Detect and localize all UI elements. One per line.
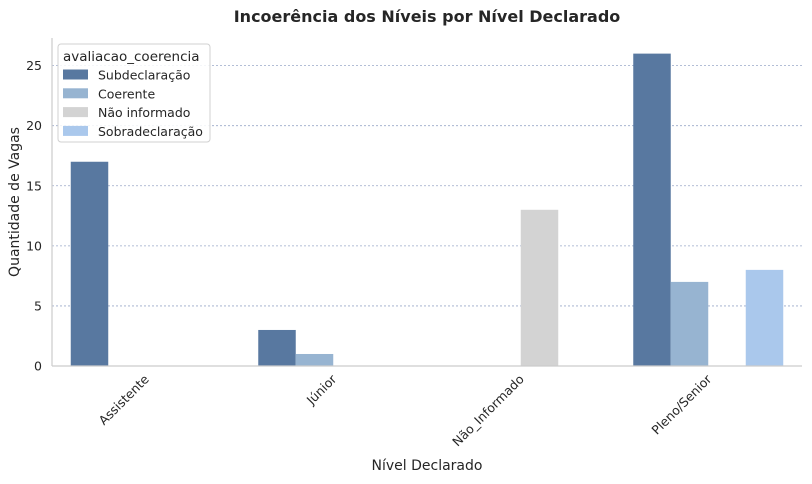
legend-label: Sobradeclaração bbox=[98, 124, 203, 139]
bar bbox=[70, 161, 109, 366]
legend-label: Subdeclaração bbox=[98, 68, 190, 83]
legend-title: avaliacao_coerencia bbox=[63, 49, 200, 65]
x-tick-label: Não_Informado bbox=[449, 372, 527, 450]
x-tick-label: Pleno/Senior bbox=[648, 371, 715, 438]
legend-label: Coerente bbox=[98, 86, 155, 101]
y-tick-label: 10 bbox=[26, 238, 42, 253]
bar bbox=[258, 329, 296, 366]
x-tick-label: Júnior bbox=[303, 371, 340, 408]
y-tick-label: 25 bbox=[26, 58, 42, 73]
x-ticks: Assistente Júnior Não_Informado Pleno/Senio… bbox=[96, 371, 715, 449]
bars bbox=[70, 53, 784, 367]
y-tick-label: 0 bbox=[34, 359, 42, 374]
legend-items: Subdeclaração Coerente Não informado Sobrad… bbox=[63, 68, 203, 139]
x-tick-label: Assistente bbox=[96, 371, 153, 428]
legend: avaliacao_coerencia Subdeclaração Coerent… bbox=[57, 43, 211, 143]
legend-label: Não informado bbox=[98, 105, 190, 120]
legend-frame bbox=[57, 43, 211, 143]
y-ticks: 0 5 10 15 20 25 bbox=[26, 58, 42, 373]
bar bbox=[520, 209, 559, 366]
legend-swatch bbox=[63, 107, 88, 118]
legend-swatch bbox=[63, 88, 88, 99]
bar bbox=[670, 281, 709, 366]
legend-swatch bbox=[63, 125, 88, 136]
bar bbox=[633, 53, 671, 367]
y-tick-label: 15 bbox=[26, 178, 42, 193]
y-axis-label: Quantidade de Vagas bbox=[7, 127, 23, 277]
legend-swatch bbox=[63, 69, 88, 80]
y-tick-label: 5 bbox=[34, 298, 42, 313]
bar bbox=[295, 353, 334, 366]
bar bbox=[745, 269, 784, 366]
chart-title: Incoerência dos Níveis por Nível Declara… bbox=[234, 7, 621, 26]
x-axis-label: Nível Declarado bbox=[372, 458, 483, 474]
y-tick-label: 20 bbox=[26, 118, 42, 133]
